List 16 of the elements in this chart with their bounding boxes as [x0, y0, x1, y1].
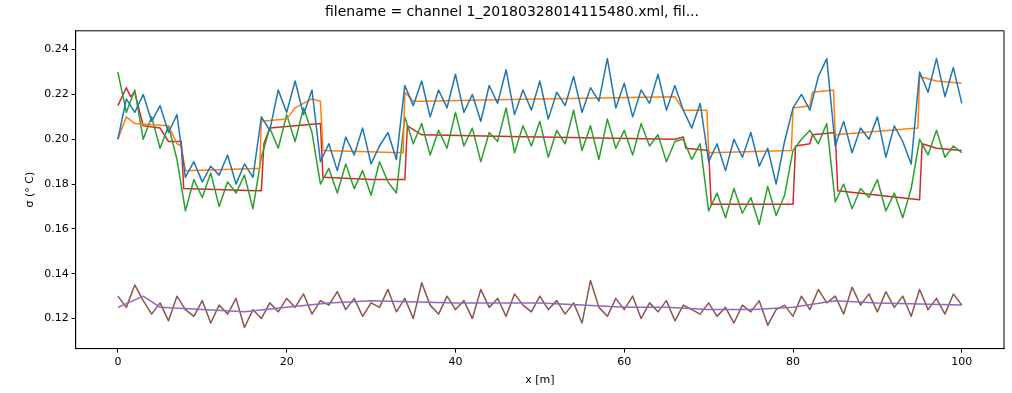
y-tick-label: 0.18 [44, 176, 69, 190]
y-tick-label: 0.22 [44, 87, 69, 101]
y-tick-label: 0.14 [44, 266, 69, 280]
x-tick-label: 60 [617, 355, 632, 369]
x-tick-label: 0 [114, 355, 122, 369]
y-tick-label: 0.24 [44, 42, 69, 56]
x-tick-label: 40 [448, 355, 463, 369]
y-tick-label: 0.16 [44, 221, 69, 235]
y-tick-label: 0.12 [44, 311, 69, 325]
y-tick-label: 0.20 [44, 132, 69, 146]
x-tick-label: 100 [951, 355, 973, 369]
x-axis-title: x [m] [525, 373, 555, 387]
x-tick-label: 80 [786, 355, 801, 369]
chart-title: filename = channel 1_20180328014115480.xml, fil... [324, 3, 700, 20]
y-axis-title: σ (° C) [23, 171, 37, 208]
x-tick-label: 20 [279, 355, 294, 369]
